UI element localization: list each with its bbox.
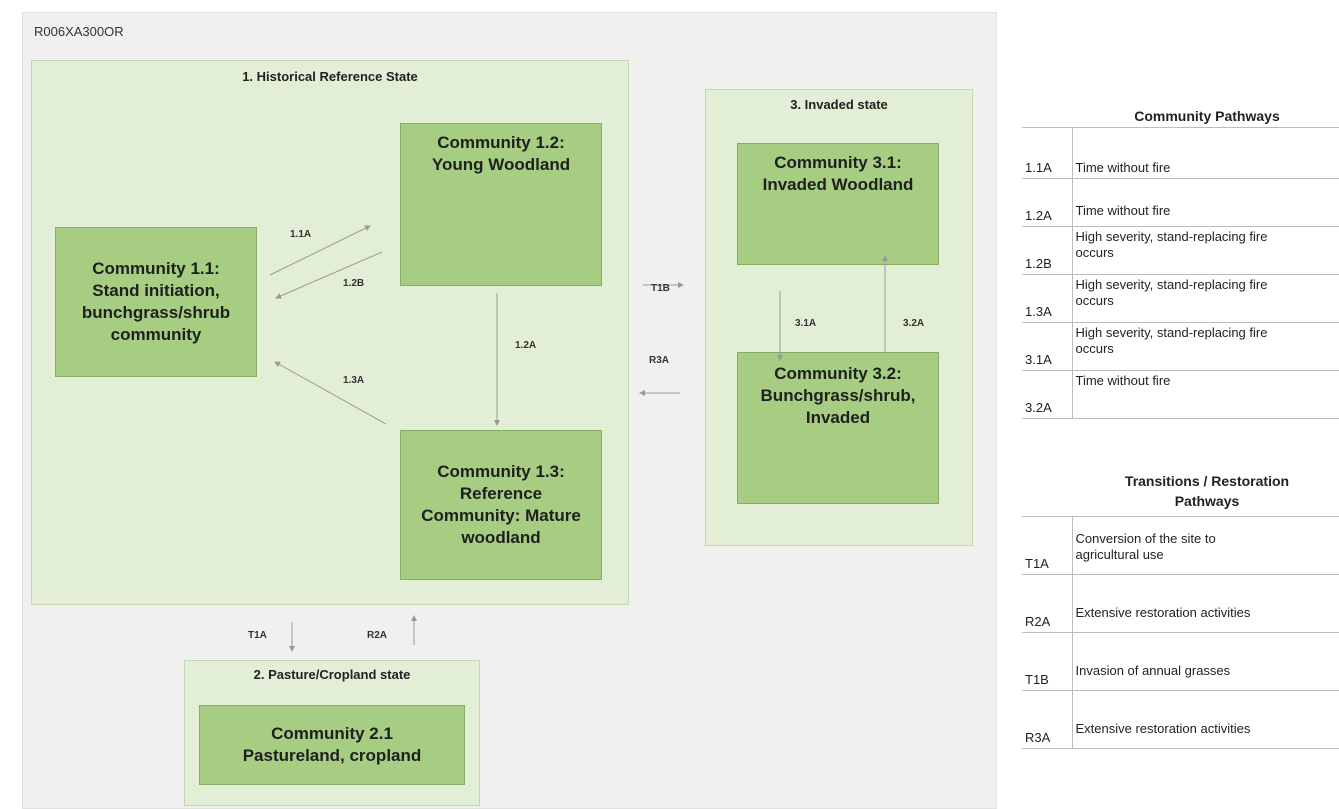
community-3-2-line3: Invaded xyxy=(805,408,871,427)
community-1-2-line1: Community 1.2: xyxy=(437,133,565,152)
state-1-title: 1. Historical Reference State xyxy=(242,69,418,84)
legend-row-description-line1: Extensive restoration activities xyxy=(1075,721,1251,736)
community-1-1-line3: bunchgrass/shrub xyxy=(81,303,231,322)
community-pathways-table: 1.1A Time without fire 1.2A Time without fi… xyxy=(1022,127,1339,419)
label-1-2a: 1.2A xyxy=(515,340,537,351)
community-pathways-rows: 1.1A Time without fire 1.2A Time without fi… xyxy=(1022,127,1339,419)
transitions-title: Transitions / Restoration Pathways xyxy=(1075,471,1339,511)
transitions-title-line1: Transitions / Restoration xyxy=(1124,473,1290,489)
transitions-title-line2: Pathways xyxy=(1174,493,1240,509)
legend-row-description: High severity, stand-replacing fire occur… xyxy=(1072,226,1339,275)
legend-row: T1A Conversion of the site to agricultural… xyxy=(1022,516,1339,575)
community-1-3-line1: Community 1.3: xyxy=(437,462,565,481)
legend-row-description-line1: Conversion of the site to xyxy=(1075,531,1216,546)
label-1-1a: 1.1A xyxy=(290,229,312,240)
legend-row-description: High severity, stand-replacing fire occur… xyxy=(1072,322,1339,371)
legend-row-description: Extensive restoration activities xyxy=(1072,690,1339,749)
legend-row: 1.1A Time without fire xyxy=(1022,127,1339,179)
arrow-1-3a xyxy=(274,361,387,425)
community-3-2-line2: Bunchgrass/shrub, xyxy=(760,386,916,405)
legend-row-code: 3.1A xyxy=(1022,322,1073,371)
legend-row: 1.3A High severity, stand-replacing fire o… xyxy=(1022,274,1339,323)
legend-row: 3.2A Time without fire xyxy=(1022,370,1339,419)
legend-row-description-line1: High severity, stand-replacing fire xyxy=(1075,325,1268,340)
legend-row: T1B Invasion of annual grasses xyxy=(1022,632,1339,691)
legend-row-description: High severity, stand-replacing fire occur… xyxy=(1072,274,1339,323)
legend-row: 1.2A Time without fire xyxy=(1022,178,1339,227)
community-1-3-line2: Reference xyxy=(459,484,543,503)
community-1-3-box: Community 1.3: Reference Community: Matu… xyxy=(400,430,602,580)
label-r2a: R2A xyxy=(367,630,388,641)
legend-row-description: Time without fire xyxy=(1072,370,1339,419)
arrow-1-1a xyxy=(269,225,371,276)
label-t1b: T1B xyxy=(651,283,670,294)
legend-row-description: Extensive restoration activities xyxy=(1072,574,1339,633)
legend-row: R3A Extensive restoration activities xyxy=(1022,690,1339,749)
community-2-1-line2: Pastureland, cropland xyxy=(242,746,422,765)
legend-row-code: T1B xyxy=(1022,632,1073,691)
legend-row-code: R2A xyxy=(1022,574,1073,633)
state-2-title: 2. Pasture/Cropland state xyxy=(253,667,411,682)
community-pathways-title: Community Pathways xyxy=(1134,108,1280,124)
community-3-2-box: Community 3.2: Bunchgrass/shrub, Invaded xyxy=(737,352,939,504)
transitions-table: T1A Conversion of the site to agricultural… xyxy=(1022,516,1339,749)
site-id-label: R006XA300OR xyxy=(34,24,124,39)
legend-row-description-line2: agricultural use xyxy=(1075,547,1164,562)
legend-row-code: 1.2A xyxy=(1022,178,1073,227)
legend-row: R2A Extensive restoration activities xyxy=(1022,574,1339,633)
label-r3a: R3A xyxy=(649,355,670,366)
legend-row-description-line1: Time without fire xyxy=(1075,160,1171,175)
community-3-1-box: Community 3.1: Invaded Woodland xyxy=(737,143,939,265)
label-3-1a: 3.1A xyxy=(795,318,817,329)
legend-row-description-line1: Invasion of annual grasses xyxy=(1075,663,1231,678)
community-1-1-line4: community xyxy=(110,325,202,344)
label-t1a: T1A xyxy=(248,630,267,641)
legend-row-code: 1.3A xyxy=(1022,274,1073,323)
community-1-1-box: Community 1.1: Stand initiation, bunchgr… xyxy=(55,227,257,377)
legend-row-description: Conversion of the site to agricultural us… xyxy=(1072,516,1339,575)
transitions-rows: T1A Conversion of the site to agricultural… xyxy=(1022,516,1339,749)
state-3-title: 3. Invaded state xyxy=(790,97,888,112)
legend-row-description-line1: High severity, stand-replacing fire xyxy=(1075,277,1268,292)
legend-row-description-line2: occurs xyxy=(1075,293,1114,308)
community-2-1-box: Community 2.1 Pastureland, cropland xyxy=(199,705,465,785)
legend-row-description: Invasion of annual grasses xyxy=(1072,632,1339,691)
community-1-2-line2: Young Woodland xyxy=(431,155,571,174)
legend-row-description-line1: Time without fire xyxy=(1075,373,1171,388)
legend-row-code: 1.1A xyxy=(1022,127,1073,179)
legend-row-description-line2: occurs xyxy=(1075,341,1114,356)
legend-row-description-line1: Extensive restoration activities xyxy=(1075,605,1251,620)
label-1-2b: 1.2B xyxy=(343,278,365,289)
community-1-3-line4: woodland xyxy=(461,528,541,547)
legend-row-code: T1A xyxy=(1022,516,1073,575)
community-3-1-line2: Invaded Woodland xyxy=(762,175,914,194)
community-1-3-line3: Community: Mature xyxy=(421,506,581,525)
community-3-1-line1: Community 3.1: xyxy=(774,153,902,172)
community-1-1-line2: Stand initiation, xyxy=(92,281,220,300)
legend-row-description: Time without fire xyxy=(1072,178,1339,227)
label-3-2a: 3.2A xyxy=(903,318,925,329)
label-1-3a: 1.3A xyxy=(343,375,365,386)
legend-row-code: 1.2B xyxy=(1022,226,1073,275)
legend-row-description-line1: High severity, stand-replacing fire xyxy=(1075,229,1268,244)
legend-row-description-line2: occurs xyxy=(1075,245,1114,260)
arrow-1-2b xyxy=(275,251,383,299)
legend-row: 3.1A High severity, stand-replacing fire o… xyxy=(1022,322,1339,371)
legend-row-description-line1: Time without fire xyxy=(1075,203,1171,218)
community-1-1-line1: Community 1.1: xyxy=(92,259,220,278)
legend-row-description: Time without fire xyxy=(1072,127,1339,179)
legend-row: 1.2B High severity, stand-replacing fire o… xyxy=(1022,226,1339,275)
community-1-2-box: Community 1.2: Young Woodland xyxy=(400,123,602,286)
legend-row-code: R3A xyxy=(1022,690,1073,749)
legend-row-code: 3.2A xyxy=(1022,370,1073,419)
community-3-2-line1: Community 3.2: xyxy=(774,364,902,383)
community-2-1-line1: Community 2.1 xyxy=(271,724,393,743)
